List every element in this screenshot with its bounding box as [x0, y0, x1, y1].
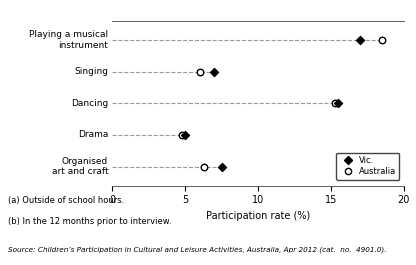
Point — [379, 38, 385, 42]
Point — [334, 101, 341, 105]
Legend: Vic., Australia: Vic., Australia — [336, 153, 399, 180]
Point — [211, 70, 218, 74]
Text: (a) Outside of school hours.: (a) Outside of school hours. — [8, 196, 124, 205]
Point — [179, 133, 186, 137]
Point — [218, 164, 225, 169]
Point — [332, 101, 339, 105]
Text: Source: Children’s Participation in Cultural and Leisure Activities, Australia, : Source: Children’s Participation in Cult… — [8, 246, 387, 253]
Point — [357, 38, 363, 42]
Text: (b) In the 12 months prior to interview.: (b) In the 12 months prior to interview. — [8, 217, 172, 226]
Point — [201, 164, 208, 169]
X-axis label: Participation rate (%): Participation rate (%) — [206, 211, 310, 221]
Point — [182, 133, 188, 137]
Point — [196, 70, 203, 74]
